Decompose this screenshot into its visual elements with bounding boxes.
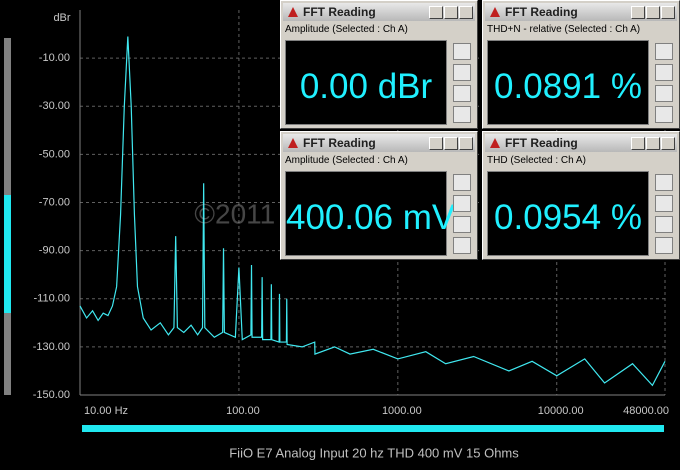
caption: FiiO E7 Analog Input 20 hz THD 400 mV 15…	[229, 445, 519, 460]
tool-button[interactable]	[655, 174, 673, 191]
x-tick-label: 10000.00	[538, 405, 584, 417]
minimize-button[interactable]	[631, 6, 645, 19]
minimize-button[interactable]	[429, 137, 443, 150]
reading-display: 0.00 dBr	[285, 40, 447, 125]
reading-value: 0.0954 %	[494, 198, 642, 237]
y-tick-label: -110.00	[34, 293, 71, 305]
fft-reading-window: FFT Reading Amplitude (Selected : Ch A) 0.…	[280, 0, 478, 129]
window-icon	[490, 7, 500, 17]
y-tick-label: -90.00	[39, 245, 70, 257]
reading-value: 400.06 mV	[286, 198, 456, 237]
window-title: FFT Reading	[303, 136, 376, 150]
y-tick-label: -50.00	[39, 148, 70, 160]
tool-button[interactable]	[655, 216, 673, 233]
y-tick-label: -30.00	[39, 100, 70, 112]
y-tick-label: -10.00	[39, 52, 70, 64]
tool-button[interactable]	[655, 64, 673, 81]
title-bar: FFT Reading	[283, 134, 475, 152]
x-tick-label: 1000.00	[382, 405, 422, 417]
window-icon	[288, 138, 298, 148]
window-title: FFT Reading	[303, 5, 376, 19]
close-button[interactable]	[459, 137, 473, 150]
maximize-button[interactable]	[646, 137, 660, 150]
tool-button[interactable]	[655, 85, 673, 102]
tool-button[interactable]	[655, 195, 673, 212]
y-tick-label: -70.00	[39, 196, 70, 208]
minimize-button[interactable]	[631, 137, 645, 150]
measurement-label: THD (Selected : Ch A)	[487, 155, 586, 166]
minimize-button[interactable]	[429, 6, 443, 19]
measurement-label: THD+N - relative (Selected : Ch A)	[487, 24, 641, 35]
window-icon	[288, 7, 298, 17]
y-tick-label: -130.00	[33, 341, 70, 353]
tool-button[interactable]	[655, 237, 673, 254]
tool-button[interactable]	[453, 43, 471, 60]
scroll-bar[interactable]	[82, 425, 664, 432]
close-button[interactable]	[459, 6, 473, 19]
x-tick-label: 100.00	[226, 405, 260, 417]
title-bar: FFT Reading	[283, 3, 475, 21]
tool-button[interactable]	[655, 106, 673, 123]
y-unit-label: dBr	[53, 12, 70, 24]
tool-button[interactable]	[655, 43, 673, 60]
measurement-label: Amplitude (Selected : Ch A)	[285, 155, 408, 166]
reading-value: 0.00 dBr	[299, 67, 433, 106]
reading-display: 400.06 mV	[285, 171, 456, 256]
reading-display: 0.0891 %	[487, 40, 649, 125]
window-icon	[490, 138, 500, 148]
fft-reading-window: FFT Reading THD (Selected : Ch A) 0.0954 %	[482, 131, 680, 260]
fft-reading-window: FFT Reading Amplitude (Selected : Ch A) 40…	[280, 131, 478, 260]
reading-display: 0.0954 %	[487, 171, 649, 256]
window-title: FFT Reading	[505, 136, 578, 150]
title-bar: FFT Reading	[485, 3, 677, 21]
maximize-button[interactable]	[646, 6, 660, 19]
tool-button[interactable]	[453, 237, 471, 254]
maximize-button[interactable]	[444, 137, 458, 150]
x-tick-label: 10.00 Hz	[84, 405, 128, 417]
tool-button[interactable]	[453, 195, 471, 212]
tool-button[interactable]	[453, 85, 471, 102]
level-meter-fill	[4, 195, 11, 313]
title-bar: FFT Reading	[485, 134, 677, 152]
tool-button[interactable]	[453, 174, 471, 191]
maximize-button[interactable]	[444, 6, 458, 19]
x-tick-label: 48000.00	[623, 405, 669, 417]
window-title: FFT Reading	[505, 5, 578, 19]
spectrum-line	[79, 36, 666, 387]
y-tick-label: -150.00	[33, 389, 70, 401]
measurement-label: Amplitude (Selected : Ch A)	[285, 24, 408, 35]
fft-reading-window: FFT Reading THD+N - relative (Selected : …	[482, 0, 680, 129]
tool-button[interactable]	[453, 64, 471, 81]
tool-button[interactable]	[453, 216, 471, 233]
reading-value: 0.0891 %	[494, 67, 642, 106]
close-button[interactable]	[661, 6, 675, 19]
tool-button[interactable]	[453, 106, 471, 123]
close-button[interactable]	[661, 137, 675, 150]
